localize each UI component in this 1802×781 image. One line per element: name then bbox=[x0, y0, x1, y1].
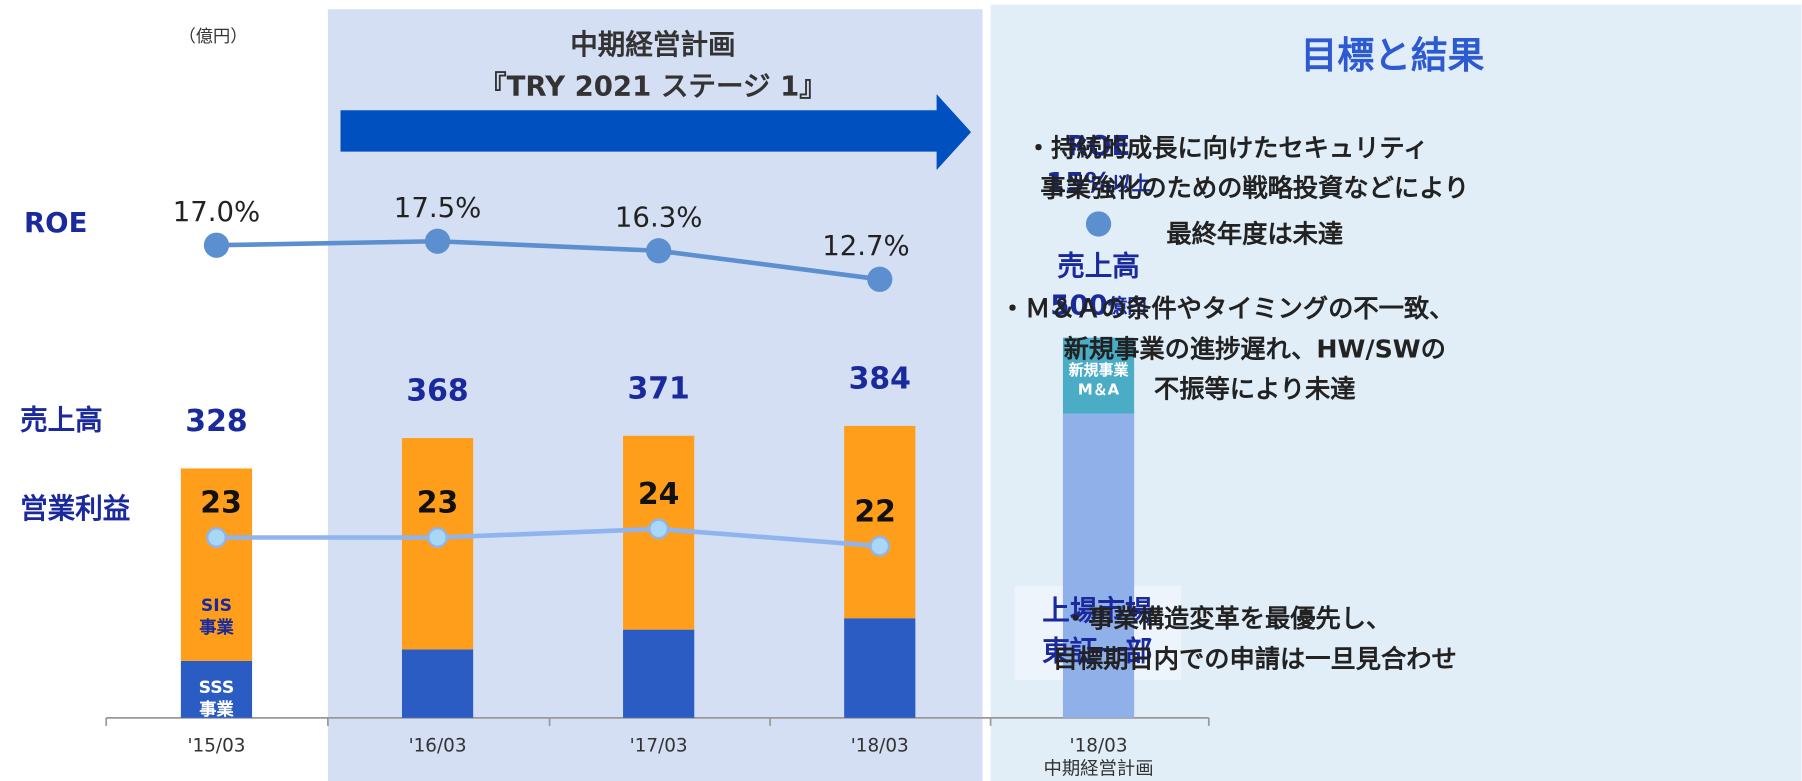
roe-label: 12.7% bbox=[822, 230, 910, 262]
bullet-text: 事業強化のための戦略投資などにより bbox=[1040, 174, 1469, 203]
roe-label: 16.3% bbox=[615, 202, 703, 234]
bullet-text: ・Ｍ＆Ａの条件やタイミングの不一致、 bbox=[1000, 294, 1455, 323]
total-label: 384 bbox=[849, 361, 911, 396]
plan-title: 中期経営計画 bbox=[570, 29, 735, 61]
bullet-text: 不振等により未達 bbox=[1154, 374, 1356, 403]
op-label: 24 bbox=[638, 477, 680, 512]
x-tick-label: '18/03 bbox=[1070, 736, 1128, 757]
total-label: 368 bbox=[406, 374, 468, 409]
bullet-text: 最終年度は未達 bbox=[1166, 219, 1343, 248]
op-point bbox=[648, 518, 669, 540]
op-label: 22 bbox=[854, 494, 896, 529]
plan-name: 『TRY 2021 ステージ 1』 bbox=[479, 70, 827, 102]
target-add-label: M＆A bbox=[1078, 381, 1120, 399]
bar-segment bbox=[844, 618, 916, 718]
bullet-text: ・事業構造変革を最優先し、 bbox=[1063, 604, 1391, 633]
op-point bbox=[869, 535, 891, 557]
row-label: 営業利益 bbox=[20, 493, 130, 525]
target-bar bbox=[1062, 337, 1135, 414]
target-bar bbox=[1062, 413, 1135, 718]
bar-segment bbox=[623, 629, 695, 718]
op-label: 23 bbox=[417, 486, 459, 521]
bar-segment bbox=[844, 425, 916, 619]
bullet-text: 目標期日内での申請は一旦見合わせ bbox=[1053, 644, 1457, 673]
roe-label: 17.5% bbox=[394, 192, 482, 224]
x-tick-label: '15/03 bbox=[187, 736, 245, 757]
target-sales: 売上高 bbox=[1057, 251, 1140, 283]
op-point bbox=[427, 527, 448, 548]
listing: 東証一部 bbox=[1042, 635, 1152, 667]
target-roe-value: 15%以上 bbox=[1046, 167, 1151, 199]
roe-point bbox=[646, 238, 672, 264]
x-tick-label: '17/03 bbox=[630, 736, 688, 757]
total-label: 328 bbox=[185, 404, 247, 439]
bullet-text: ・持続的成長に向けたセキュリティ bbox=[1026, 133, 1428, 162]
row-label: ROE bbox=[24, 207, 87, 239]
target-roe-point bbox=[1085, 211, 1112, 237]
target-roe: ROE bbox=[1067, 130, 1130, 162]
unit: （億円） bbox=[179, 27, 248, 47]
op-point bbox=[206, 527, 227, 548]
target-sales-value: 500億円 bbox=[1050, 290, 1147, 322]
bar-segment bbox=[180, 660, 253, 718]
series-label: SSS 事業 bbox=[199, 678, 235, 720]
bar-segment bbox=[401, 649, 474, 718]
roe-point bbox=[867, 266, 893, 292]
x-tick-label: '18/03 bbox=[851, 736, 909, 757]
roe-point bbox=[203, 232, 230, 258]
op-line bbox=[216, 526, 880, 549]
op-label: 23 bbox=[200, 486, 242, 521]
series-label: SIS 事業 bbox=[199, 596, 234, 638]
arrow bbox=[340, 94, 972, 170]
row-label: 売上高 bbox=[20, 405, 103, 437]
roe-label: 17.0% bbox=[173, 196, 261, 228]
roe-line bbox=[216, 238, 881, 282]
panel-title: 目標と結果 bbox=[1301, 34, 1485, 77]
bullet-text: 新規事業の進捗遅れ、HW/SWの bbox=[1064, 334, 1446, 363]
x-tick-label: 中期経営計画 bbox=[1043, 759, 1153, 780]
x-tick-label: '16/03 bbox=[409, 736, 467, 757]
roe-point bbox=[424, 228, 451, 254]
target-add-label: 新規事業 bbox=[1069, 361, 1129, 379]
total-label: 371 bbox=[627, 371, 689, 406]
bar-segment bbox=[180, 468, 253, 661]
listing: 上場市場 bbox=[1042, 595, 1152, 627]
